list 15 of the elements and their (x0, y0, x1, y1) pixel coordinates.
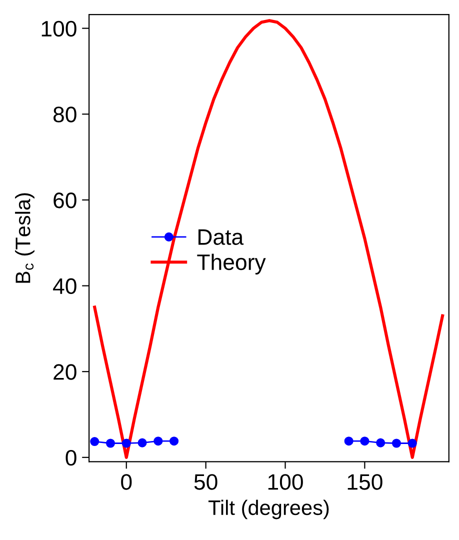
legend-label: Data (198, 229, 244, 245)
line-series (93, 19, 444, 459)
y-axis-title: B$_{c}$ (Tesla) (15, 193, 34, 283)
legend-label: Theory (197, 254, 266, 274)
y-tick-label: 100 (42, 20, 76, 37)
y-tick-label: 40 (53, 278, 76, 294)
x-tick-label: 50 (194, 474, 218, 490)
y-tick-label: 20 (54, 364, 76, 380)
y-tick-label: 60 (54, 192, 76, 208)
x-tick-label: 0 (121, 474, 132, 490)
x-tick-label: 150 (348, 474, 382, 490)
y-tick-label: 80 (53, 106, 76, 122)
x-axis-title: Tilt (degrees) (208, 500, 329, 520)
x-tick-label: 100 (268, 474, 303, 490)
y-tick-label: 0 (66, 450, 76, 466)
